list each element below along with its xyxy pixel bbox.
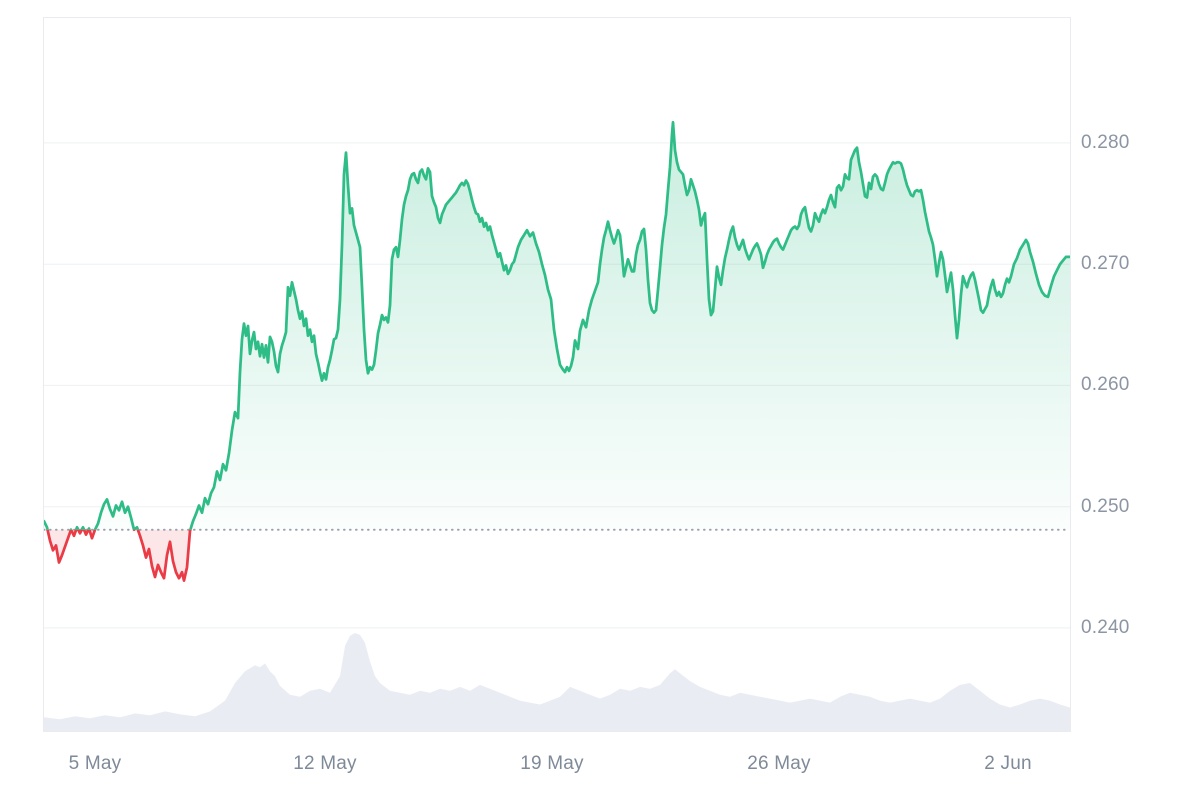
y-axis-tick-label: 0.240: [1081, 617, 1130, 638]
y-axis-tick-label: 0.280: [1081, 132, 1130, 153]
x-axis-tick-label: 19 May: [520, 753, 584, 774]
y-axis-tick-label: 0.260: [1081, 374, 1130, 395]
volume-area: [44, 633, 1070, 731]
price-line-up: [44, 120, 1070, 530]
price-area-up: [44, 122, 1070, 530]
price-area-down: [44, 529, 1070, 581]
y-axis-tick-label: 0.270: [1081, 253, 1130, 274]
x-axis-tick-label: 12 May: [293, 753, 357, 774]
chart-plot-area[interactable]: [43, 17, 1071, 732]
x-axis-tick-label: 5 May: [68, 753, 122, 774]
y-axis-tick-label: 0.250: [1081, 496, 1130, 517]
x-axis-tick-label: 2 Jun: [984, 753, 1032, 774]
chart-svg: [44, 120, 1070, 731]
x-axis-tick-label: 26 May: [747, 753, 811, 774]
